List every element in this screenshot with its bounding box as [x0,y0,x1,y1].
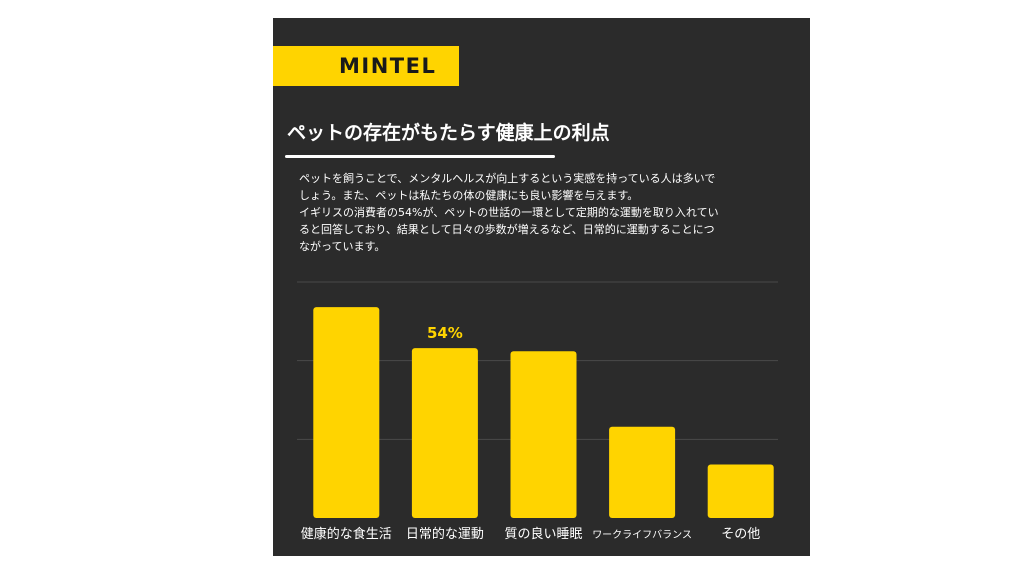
description-line: イギリスの消費者の54%が、ペットの世話の一環として定期的な運動を取り入れてい [299,206,719,219]
title-underline [285,155,555,158]
bar [313,307,380,518]
mintel-logo: MINTEL [339,54,437,78]
bar [707,464,774,518]
bar [411,348,478,518]
category-label: ワークライフバランス [592,529,692,541]
category-label: 健康的な食生活 [301,526,392,542]
category-label: その他 [721,527,760,542]
infographic-card: MINTEL ペットの存在がもたらす健康上の利点 ペットを飼うことで、メンタルヘ… [273,18,810,556]
description-line: ながっています。 [299,240,386,253]
bar [609,426,676,518]
description-line: しょう。また、ペットは私たちの体の健康にも良い影響を与えます。 [299,189,639,202]
category-label: 日常的な運動 [406,526,484,542]
bar-chart: 健康的な食生活 日常的な運動 54% 質の良い睡眠 ワークライフバランス その他 [297,281,778,542]
page-title: ペットの存在がもたらす健康上の利点 [287,122,610,144]
category-label: 質の良い睡眠 [504,526,582,542]
description-line: ると回答しており、結果として日々の歩数が増えるなど、日常的に運動することにつ [299,223,715,236]
description-text: ペットを飼うことで、メンタルヘルスが向上するという実感を持っている人は多いで し… [299,170,793,255]
data-label: 54% [427,324,463,342]
bar [510,351,577,518]
description-line: ペットを飼うことで、メンタルヘルスが向上するという実感を持っている人は多いで [299,172,716,185]
logo-banner: MINTEL [273,46,459,86]
